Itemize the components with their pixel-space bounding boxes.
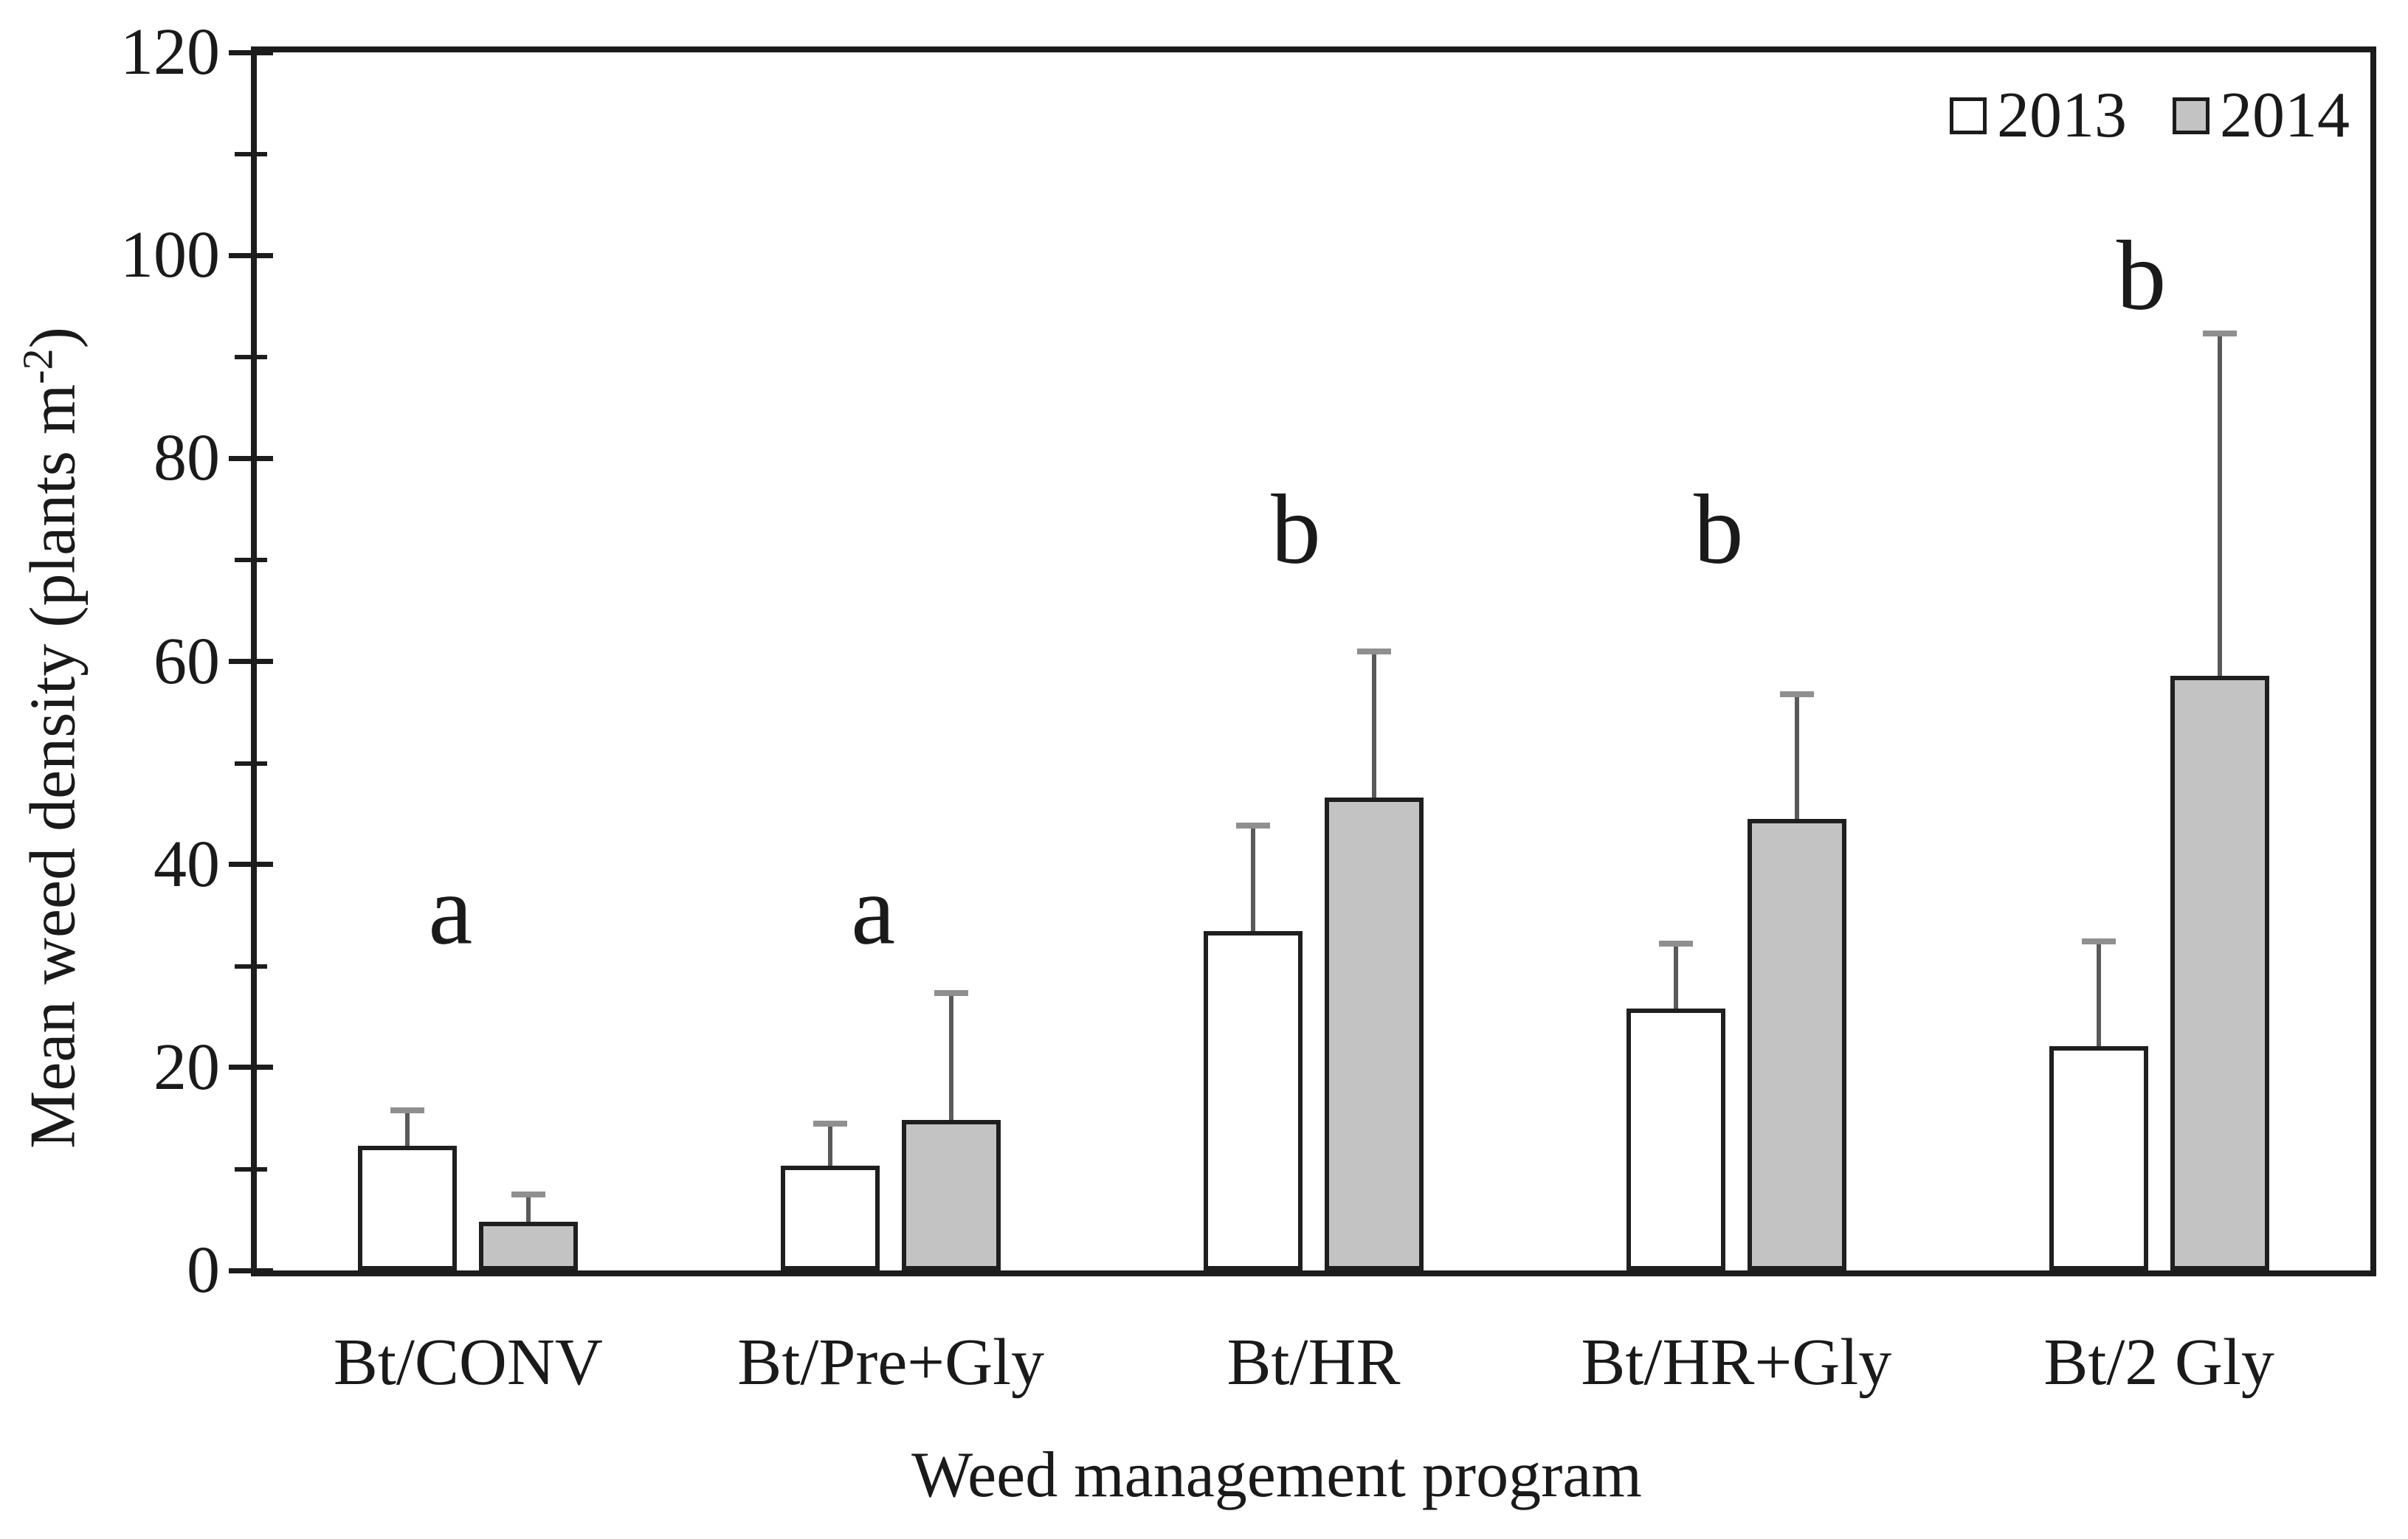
error-bar-stem: [1251, 826, 1255, 932]
significance-letter: a: [428, 855, 473, 966]
bar-2013-bt-pre-gly: [781, 1166, 880, 1270]
legend-label-2014: 2014: [2220, 80, 2350, 151]
y-major-tick: [229, 49, 273, 55]
significance-letter: b: [1271, 474, 1321, 585]
y-axis-title-close: ): [17, 327, 89, 349]
bar-2014-bt-hr: [1325, 797, 1424, 1270]
error-bar-stem: [949, 993, 954, 1121]
y-minor-tick: [235, 558, 267, 563]
error-bar-stem: [2217, 333, 2222, 676]
y-tick-label: 60: [153, 624, 220, 698]
y-minor-tick: [235, 964, 267, 969]
error-bar-cap: [511, 1191, 546, 1197]
y-major-tick: [229, 252, 273, 258]
y-tick-label: 120: [120, 15, 220, 89]
bar-2014-bt-2-gly: [2170, 675, 2269, 1270]
error-bar-cap: [813, 1120, 848, 1127]
y-minor-tick: [235, 1166, 267, 1172]
bar-2013-bt-hr: [1204, 931, 1303, 1270]
y-tick-label: 100: [120, 218, 220, 292]
x-category-label: Bt/2 Gly: [2043, 1326, 2274, 1399]
y-tick-label: 20: [153, 1030, 220, 1104]
error-bar-cap: [1357, 648, 1391, 654]
significance-letter: b: [1694, 474, 1744, 585]
error-bar-stem: [1794, 694, 1799, 819]
x-category-label: Bt/CONV: [333, 1326, 603, 1399]
error-bar-cap: [2202, 331, 2237, 337]
error-bar-stem: [405, 1110, 410, 1146]
bar-2014-bt-conv: [479, 1221, 579, 1270]
y-minor-tick: [235, 761, 267, 766]
significance-letter: b: [2116, 221, 2167, 331]
x-axis-title: Weed management program: [911, 1439, 1642, 1511]
x-category-label: Bt/HR: [1227, 1326, 1401, 1399]
plot-area: 2013 2014 0 20 40 60 80 100 120 Bt/CONV Bt/Pre+Gl…: [120, 19, 2376, 1399]
bar-2013-bt-hr-gly: [1626, 1009, 1725, 1270]
error-bar-stem: [2096, 941, 2101, 1046]
y-major-tick: [229, 1267, 273, 1273]
error-bar-stem: [1673, 944, 1678, 1009]
error-bar-cap: [2081, 938, 2116, 945]
error-bar-cap: [390, 1107, 425, 1113]
error-bar-cap: [1236, 823, 1270, 829]
x-category-label: Bt/Pre+Gly: [737, 1326, 1045, 1399]
error-bar-stem: [1372, 651, 1376, 798]
bar-2014-bt-pre-gly: [902, 1120, 1001, 1270]
legend-item-2013: 2013: [1950, 83, 2127, 148]
y-major-tick: [229, 455, 273, 461]
y-axis-title-superscript: -2: [13, 348, 62, 384]
x-category-label: Bt/HR+Gly: [1581, 1326, 1892, 1399]
y-minor-tick: [235, 355, 267, 360]
error-bar-stem: [526, 1194, 531, 1222]
y-minor-tick: [235, 152, 267, 157]
y-tick-label: 0: [187, 1234, 220, 1307]
error-bar-cap: [934, 990, 969, 997]
bar-2013-bt-conv: [358, 1145, 458, 1270]
error-bar-cap: [1658, 940, 1693, 947]
significance-letter: a: [851, 855, 896, 966]
legend-swatch-2014: [2173, 97, 2209, 134]
y-tick-label: 40: [153, 827, 220, 901]
legend: 2013 2014: [1950, 83, 2350, 148]
error-bar-cap: [1779, 691, 1814, 697]
y-major-tick: [229, 862, 273, 868]
y-major-tick: [229, 659, 273, 664]
y-tick-label: 80: [153, 421, 220, 495]
bar-2013-bt-2-gly: [2049, 1045, 2148, 1270]
legend-label-2013: 2013: [1997, 80, 2127, 151]
legend-item-2014: 2014: [2173, 83, 2350, 148]
bar-2014-bt-hr-gly: [1747, 818, 1846, 1270]
error-bar-stem: [828, 1123, 833, 1166]
y-major-tick: [229, 1065, 273, 1071]
legend-swatch-2013: [1950, 97, 1987, 134]
